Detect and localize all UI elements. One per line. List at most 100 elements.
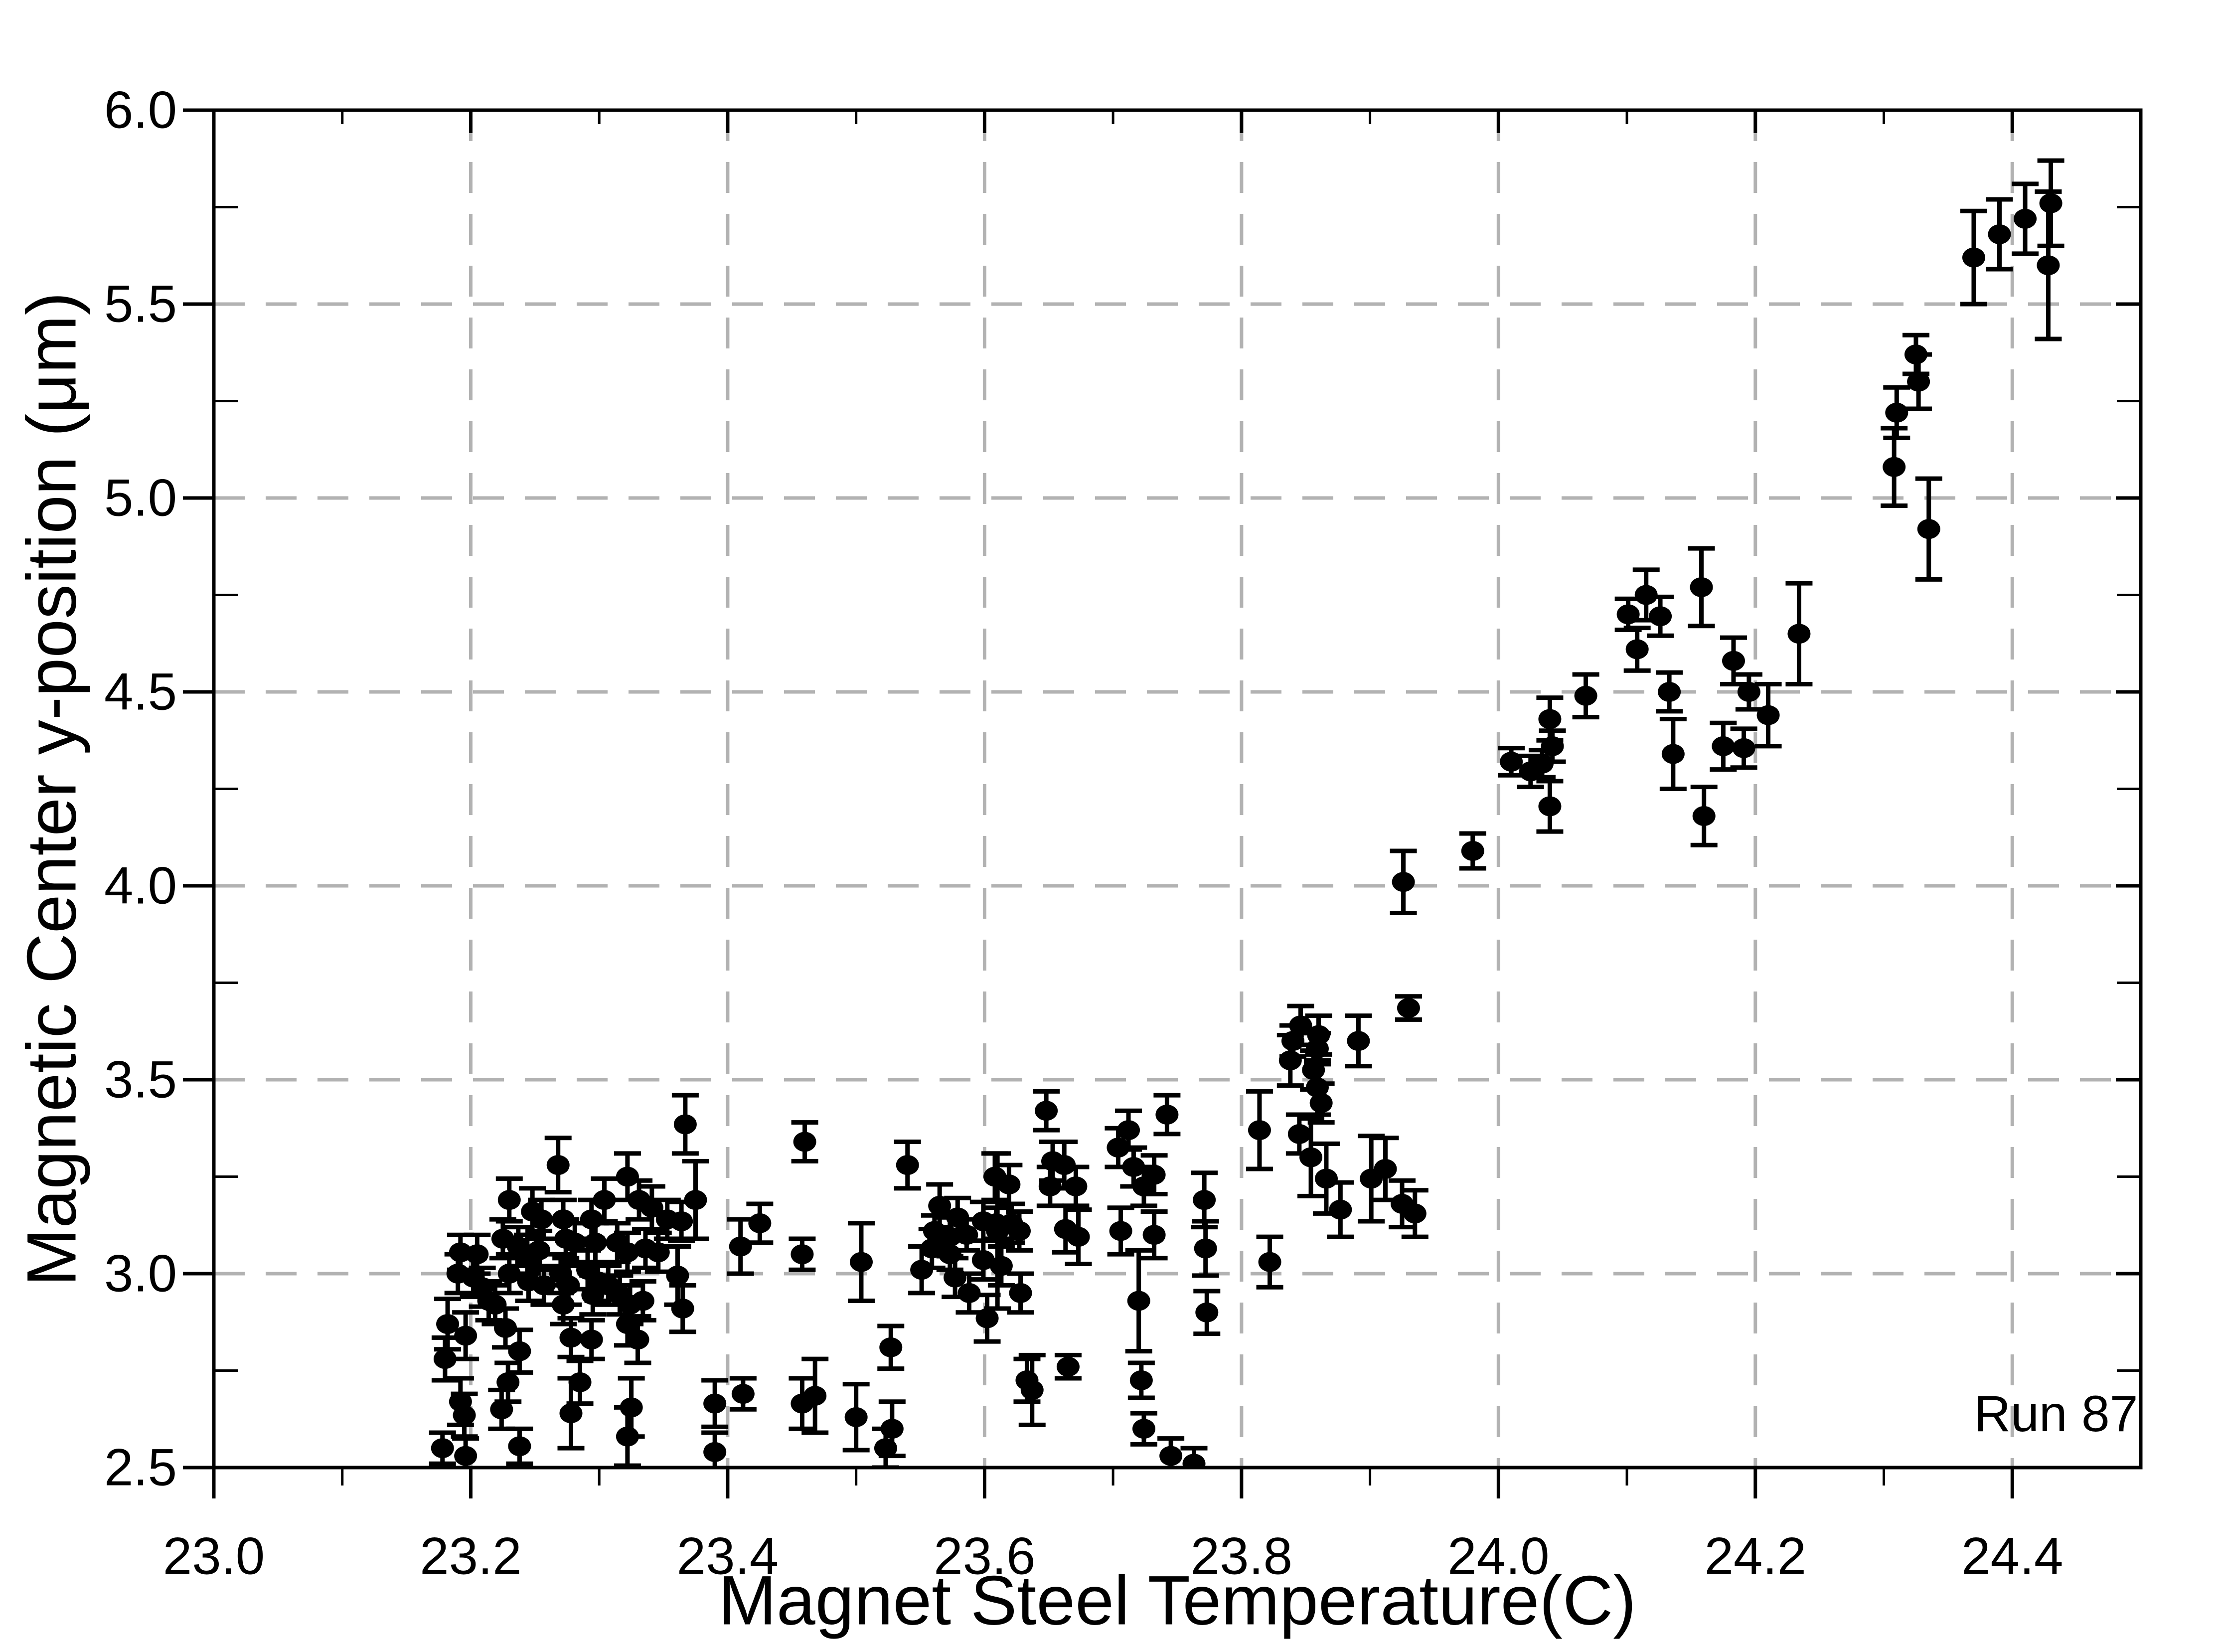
data-point bbox=[910, 1260, 934, 1280]
data-point bbox=[938, 1227, 961, 1247]
data-point bbox=[955, 1225, 978, 1245]
data-point bbox=[957, 1283, 981, 1303]
data-point bbox=[557, 1275, 580, 1296]
data-point bbox=[1142, 1225, 1166, 1245]
data-point bbox=[1038, 1176, 1062, 1196]
data-point bbox=[849, 1252, 873, 1272]
data-point bbox=[433, 1349, 457, 1369]
data-point bbox=[552, 1209, 575, 1230]
data-point bbox=[944, 1267, 967, 1288]
x-axis-title: Magnet Steel Temperature(C) bbox=[718, 1561, 1636, 1640]
data-point bbox=[2037, 255, 2060, 276]
y-tick-label: 5.5 bbox=[104, 275, 177, 333]
data-point bbox=[793, 1132, 816, 1152]
data-point bbox=[532, 1275, 556, 1296]
data-point bbox=[1756, 705, 1780, 725]
plot-frame bbox=[212, 108, 2143, 1470]
data-point bbox=[1649, 606, 1672, 627]
data-point bbox=[431, 1438, 454, 1459]
data-point bbox=[454, 1325, 477, 1346]
data-point bbox=[646, 1242, 670, 1263]
x-tick-label: 23.8 bbox=[1191, 1527, 1292, 1586]
data-point bbox=[1155, 1105, 1179, 1125]
data-point bbox=[640, 1197, 663, 1218]
data-point bbox=[1907, 371, 1930, 392]
data-point bbox=[989, 1256, 1013, 1276]
data-point bbox=[1347, 1031, 1370, 1051]
data-point bbox=[1195, 1302, 1219, 1322]
data-point bbox=[946, 1207, 969, 1228]
data-point bbox=[466, 1244, 489, 1265]
data-point bbox=[580, 1209, 603, 1230]
data-point bbox=[2039, 193, 2062, 213]
data-point bbox=[1541, 736, 1564, 756]
x-tick-label: 24.0 bbox=[1447, 1527, 1549, 1586]
data-point bbox=[1302, 1060, 1325, 1080]
data-point bbox=[563, 1232, 587, 1253]
data-point bbox=[1530, 753, 1554, 774]
data-point bbox=[1722, 651, 1745, 671]
data-point bbox=[1712, 736, 1735, 756]
data-point bbox=[896, 1155, 919, 1175]
data-point bbox=[552, 1295, 575, 1315]
x-tick-label: 24.4 bbox=[1961, 1527, 2063, 1586]
data-point bbox=[1737, 682, 1760, 702]
data-point bbox=[703, 1393, 727, 1414]
data-point bbox=[1314, 1168, 1338, 1189]
data-point bbox=[879, 1337, 903, 1357]
data-point bbox=[666, 1265, 689, 1286]
data-point bbox=[1299, 1147, 1323, 1167]
y-tick-label: 5.0 bbox=[104, 469, 177, 527]
data-point bbox=[1538, 796, 1562, 817]
data-point bbox=[1732, 738, 1755, 758]
data-point bbox=[1142, 1164, 1166, 1185]
x-tick-label: 23.0 bbox=[163, 1527, 265, 1586]
data-points-layer bbox=[429, 158, 2064, 1468]
data-point bbox=[1053, 1155, 1076, 1175]
data-point bbox=[1107, 1138, 1130, 1158]
data-point bbox=[616, 1426, 639, 1447]
data-point bbox=[584, 1232, 607, 1253]
data-point bbox=[1248, 1120, 1271, 1141]
data-point bbox=[497, 1190, 521, 1210]
data-point bbox=[1917, 519, 1940, 539]
data-point bbox=[494, 1318, 517, 1338]
data-point bbox=[508, 1436, 531, 1457]
data-point bbox=[1690, 577, 1713, 597]
data-point bbox=[1403, 1203, 1427, 1224]
data-point bbox=[1258, 1252, 1281, 1272]
data-point bbox=[1616, 604, 1640, 625]
x-tick-labels: 23.0 23.2 23.4 23.6 23.8 24.0 24.2 24.4 bbox=[163, 1527, 2063, 1586]
data-point bbox=[1122, 1157, 1145, 1177]
data-point bbox=[1305, 1038, 1329, 1059]
data-point bbox=[1127, 1291, 1150, 1311]
data-point bbox=[616, 1242, 639, 1263]
data-point bbox=[731, 1384, 755, 1404]
data-point bbox=[1329, 1199, 1352, 1220]
data-point bbox=[1109, 1221, 1132, 1241]
gridlines bbox=[214, 110, 2141, 1468]
y-tick-label: 4.5 bbox=[104, 663, 177, 721]
data-point bbox=[508, 1341, 531, 1361]
data-point bbox=[1194, 1238, 1217, 1259]
y-axis-title: Magnetic Center y-position (μm) bbox=[12, 292, 91, 1287]
data-point bbox=[454, 1446, 477, 1466]
data-point bbox=[620, 1397, 643, 1418]
data-point bbox=[559, 1327, 583, 1348]
data-point bbox=[670, 1211, 693, 1231]
data-point bbox=[1067, 1227, 1090, 1247]
data-point bbox=[1574, 685, 1597, 706]
data-point bbox=[530, 1209, 553, 1230]
data-point bbox=[527, 1240, 551, 1261]
data-point bbox=[1962, 247, 1985, 268]
data-point bbox=[1538, 709, 1562, 729]
data-point bbox=[997, 1174, 1021, 1195]
axis-ticks bbox=[183, 108, 2141, 1498]
data-point bbox=[1397, 998, 1420, 1018]
data-point bbox=[684, 1190, 707, 1210]
data-point bbox=[483, 1295, 507, 1315]
data-point bbox=[1064, 1176, 1088, 1196]
data-point bbox=[1500, 752, 1523, 772]
data-point bbox=[803, 1386, 827, 1406]
data-point bbox=[593, 1190, 616, 1210]
